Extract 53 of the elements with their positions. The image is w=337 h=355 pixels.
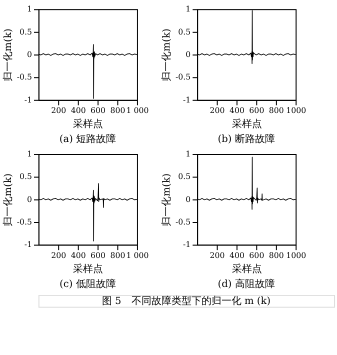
x-axis-title: 采样点 <box>73 262 104 275</box>
text: (a) 短路故障 <box>59 133 116 146</box>
y-tick-label: 0 <box>186 50 191 59</box>
y-tick-label: -1 <box>24 240 32 250</box>
x-tick-label: 600 <box>249 106 264 116</box>
x-tick-label: 600 <box>249 250 264 260</box>
y-tick-label: -0.5 <box>175 72 191 82</box>
x-axis-title: 采样点 <box>73 118 104 130</box>
x-tick-label: 200 <box>51 250 66 260</box>
text: (d) 高阻故障 <box>218 278 275 290</box>
x-tick-label: 200 <box>210 250 225 260</box>
x-tick-label: 400 <box>229 250 244 260</box>
x-tick-label: 200 <box>210 106 225 116</box>
x-axis-title: 采样点 <box>232 262 262 275</box>
text: (c) 低阻故障 <box>60 278 116 290</box>
x-tick-label: 1000 <box>286 250 306 260</box>
y-axis-title: 归一化m(k) <box>2 28 14 82</box>
y-tick-label: 0 <box>27 50 32 59</box>
x-tick-label: 600 <box>90 250 106 260</box>
x-tick-label: 400 <box>70 250 86 260</box>
x-tick-label: 1 000 <box>126 106 149 116</box>
x-tick-label: 800 <box>268 106 284 116</box>
x-tick-label: 400 <box>229 106 244 116</box>
text: 图 5 不同故障类型下的归一化 m (k) <box>102 294 271 307</box>
y-tick-label: -0.5 <box>16 72 32 82</box>
text: (b) 断路故障 <box>218 133 275 146</box>
y-tick-label: -1 <box>183 95 191 104</box>
x-tick-label: 600 <box>90 106 106 116</box>
y-tick-label: 0.5 <box>19 172 32 182</box>
x-tick-label: 800 <box>110 250 126 260</box>
y-tick-label: -0.5 <box>175 217 191 226</box>
y-axis-title: 归一化m(k) <box>160 28 173 82</box>
x-tick-label: 800 <box>268 250 284 260</box>
x-tick-label: 1 000 <box>126 250 149 260</box>
x-axis-title: 采样点 <box>232 118 262 130</box>
y-tick-label: 0 <box>27 194 32 204</box>
y-tick-label: 1 <box>27 4 32 14</box>
y-tick-label: 1 <box>186 4 191 14</box>
x-tick-label: 400 <box>70 106 86 116</box>
y-tick-label: 0 <box>186 194 191 204</box>
y-tick-label: 0.5 <box>178 172 191 182</box>
x-tick-label: 800 <box>110 106 126 116</box>
y-axis-title: 归一化m(k) <box>160 173 173 226</box>
y-tick-label: -1 <box>183 240 191 250</box>
y-tick-label: 1 <box>27 149 32 158</box>
y-tick-label: 1 <box>186 149 191 158</box>
x-tick-label: 1000 <box>286 106 306 116</box>
x-tick-label: 200 <box>51 106 66 116</box>
y-tick-label: -0.5 <box>16 217 32 226</box>
y-tick-label: 0.5 <box>19 27 32 36</box>
y-tick-label: -1 <box>24 95 32 104</box>
y-axis-title: 归一化m(k) <box>2 173 14 226</box>
y-tick-label: 0.5 <box>178 27 191 36</box>
